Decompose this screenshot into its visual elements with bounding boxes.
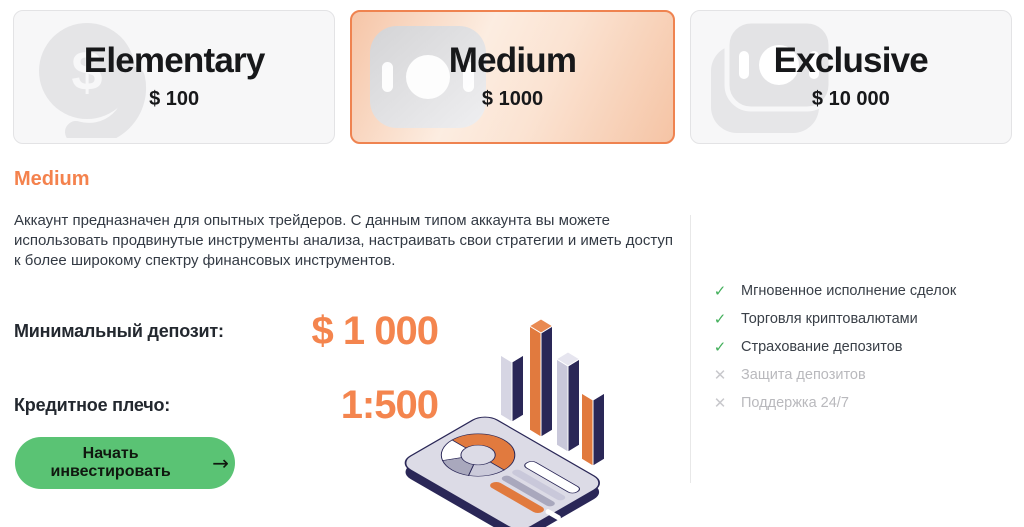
leverage-label: Кредитное плечо: — [14, 394, 171, 415]
description-line: использовать продвинутые инструменты ана… — [14, 232, 674, 249]
cross-icon: ✕ — [713, 394, 727, 412]
wallet-icon — [370, 26, 487, 128]
svg-text:$: $ — [71, 39, 102, 102]
plan-price: $ 100 — [149, 88, 200, 111]
bar-chart-3d — [500, 318, 605, 467]
minimum-deposit-label: Минимальный депозит: — [14, 320, 224, 341]
check-icon: ✓ — [713, 282, 727, 300]
description-line: Аккаунт предназначен для опытных трейдер… — [14, 212, 610, 229]
vertical-divider — [690, 215, 691, 483]
arrow-right-icon: → — [212, 451, 229, 475]
plan-title: Exclusive — [773, 40, 929, 80]
plan-cards-row: $ Elementary $ 100 Medium $ 1000 — [13, 10, 1012, 144]
plan-price: $ 10 000 — [811, 88, 890, 111]
start-investing-label: Начать инвестировать — [50, 445, 171, 480]
features-list: ✓ Мгновенное исполнение сделок ✓ Торговл… — [712, 282, 957, 423]
plan-title: Elementary — [83, 40, 266, 80]
feature-item: ✕ Поддержка 24/7 — [712, 395, 956, 411]
feature-item: ✓ Мгновенное исполнение сделок — [712, 282, 957, 300]
plan-details-heading: Medium — [14, 168, 90, 190]
plan-title: Medium — [448, 40, 577, 80]
analytics-illustration — [404, 318, 605, 527]
plan-card-medium[interactable]: Medium $ 1000 — [350, 10, 675, 144]
check-icon: ✓ — [713, 338, 727, 356]
feature-label: Защита депозитов — [741, 367, 866, 383]
plan-details-section: Medium Аккаунт предназначен для опытных … — [14, 168, 690, 489]
donut-chart — [440, 433, 516, 477]
feature-label: Торговля криптовалютами — [741, 311, 918, 327]
start-investing-button[interactable]: Начать инвестировать → — [15, 437, 235, 489]
plan-price: $ 1000 — [481, 88, 544, 111]
minimum-deposit-row: Минимальный депозит: $ 1 000 — [14, 303, 439, 359]
leverage-row: Кредитное плечо: 1:500 — [14, 377, 439, 433]
plan-card-exclusive[interactable]: Exclusive $ 10 000 — [689, 10, 1012, 144]
stat-bars — [490, 461, 581, 514]
feature-label: Поддержка 24/7 — [741, 395, 849, 411]
plan-description: Аккаунт предназначен для опытных трейдер… — [14, 211, 690, 271]
feature-item: ✓ Торговля криптовалютами — [712, 311, 956, 327]
cross-icon: ✕ — [713, 366, 727, 384]
feature-label: Мгновенное исполнение сделок — [741, 283, 957, 299]
tablet-speaker — [545, 509, 561, 521]
check-icon: ✓ — [713, 310, 727, 328]
minimum-deposit-value: $ 1 000 — [311, 308, 439, 353]
plan-parameters: Минимальный депозит: $ 1 000 Кредитное п… — [14, 303, 439, 433]
feature-item: ✕ Защита депозитов — [712, 367, 956, 383]
wallets-stack-icon — [710, 19, 831, 133]
leverage-value: 1:500 — [340, 382, 439, 427]
tablet-screen — [404, 416, 600, 527]
feature-item: ✓ Страхование депозитов — [712, 339, 956, 355]
description-line: к более широкому спектру финансовых инст… — [14, 252, 396, 269]
feature-label: Страхование депозитов — [741, 339, 903, 355]
plan-card-elementary[interactable]: $ Elementary $ 100 — [13, 10, 336, 144]
dollar-coin-icon: $ — [39, 23, 147, 138]
